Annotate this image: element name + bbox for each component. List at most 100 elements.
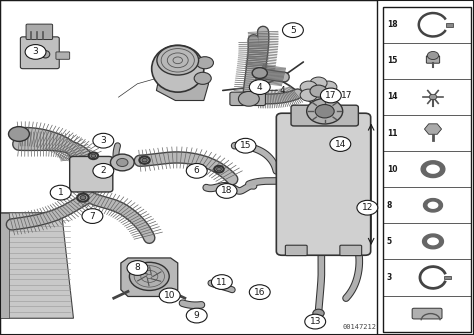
Text: 10: 10 [387,165,397,174]
FancyBboxPatch shape [56,52,70,59]
FancyBboxPatch shape [291,105,358,126]
Text: 17: 17 [325,91,337,100]
Circle shape [157,46,199,75]
Text: 14: 14 [387,92,397,102]
FancyBboxPatch shape [20,37,59,69]
Ellipse shape [41,51,50,58]
FancyBboxPatch shape [70,156,113,192]
Circle shape [211,275,232,289]
Circle shape [249,285,270,299]
Circle shape [357,200,378,215]
Circle shape [283,23,303,38]
Text: 1: 1 [58,188,64,197]
FancyBboxPatch shape [26,24,53,40]
Text: 8: 8 [135,264,140,272]
Text: 9: 9 [194,311,200,320]
Circle shape [320,88,341,103]
Circle shape [307,98,343,124]
Text: 5: 5 [290,26,296,35]
Circle shape [139,156,150,164]
Circle shape [89,152,98,159]
Circle shape [315,105,334,118]
Circle shape [313,309,324,317]
FancyBboxPatch shape [427,56,440,63]
Text: 16: 16 [254,288,265,296]
Circle shape [300,81,317,93]
Circle shape [320,89,337,101]
FancyBboxPatch shape [340,245,362,256]
Text: 11: 11 [387,129,397,138]
Circle shape [428,52,439,60]
Text: 13: 13 [310,317,321,326]
Circle shape [9,127,29,141]
Text: 15: 15 [240,141,251,150]
Polygon shape [121,258,178,296]
Circle shape [93,163,114,178]
Bar [383,7,471,332]
Circle shape [186,308,207,323]
Circle shape [110,154,134,171]
Circle shape [235,138,256,153]
FancyBboxPatch shape [412,308,442,319]
Polygon shape [156,60,209,100]
Text: 3: 3 [387,273,392,282]
Text: 12: 12 [362,203,373,212]
Circle shape [238,91,259,106]
Circle shape [429,94,437,99]
Circle shape [310,93,327,105]
Circle shape [91,154,96,157]
Text: 8: 8 [387,201,392,210]
Circle shape [159,288,180,303]
Circle shape [25,45,46,59]
Text: 6: 6 [194,166,200,175]
Circle shape [252,68,267,78]
Circle shape [217,168,221,171]
Text: 17: 17 [341,91,353,100]
Text: 4: 4 [257,83,263,91]
Text: 3: 3 [33,48,38,56]
Circle shape [142,158,147,162]
Text: 18: 18 [221,187,232,195]
FancyBboxPatch shape [285,245,307,256]
Circle shape [77,194,89,202]
Text: 3: 3 [100,136,106,145]
Bar [0,0,377,335]
Text: 4: 4 [280,86,285,95]
Circle shape [129,262,169,290]
Text: 18: 18 [387,20,397,29]
Circle shape [196,57,213,69]
Text: 00147212: 00147212 [343,324,377,330]
Ellipse shape [152,45,204,92]
Circle shape [214,166,224,173]
Circle shape [305,314,326,329]
Bar [445,276,451,279]
Circle shape [249,80,270,94]
Text: 2: 2 [100,166,106,175]
FancyBboxPatch shape [276,113,371,255]
Circle shape [82,209,103,223]
Circle shape [186,163,207,178]
Text: 10: 10 [164,291,175,300]
Text: 14: 14 [335,140,346,148]
Circle shape [93,133,114,148]
Text: 7: 7 [90,212,95,220]
Polygon shape [0,213,9,318]
Bar [446,23,453,27]
Circle shape [320,81,337,93]
FancyBboxPatch shape [230,92,265,106]
Circle shape [216,184,237,198]
Circle shape [50,185,71,200]
Circle shape [330,137,351,151]
Polygon shape [0,213,73,318]
Circle shape [300,89,317,101]
Circle shape [310,85,327,97]
Circle shape [117,158,128,166]
Polygon shape [425,124,442,134]
Circle shape [194,72,211,84]
Circle shape [310,77,327,89]
Text: 11: 11 [216,278,228,286]
Circle shape [80,196,86,200]
Text: 5: 5 [387,237,392,246]
Circle shape [127,261,148,275]
Text: 15: 15 [387,56,397,65]
